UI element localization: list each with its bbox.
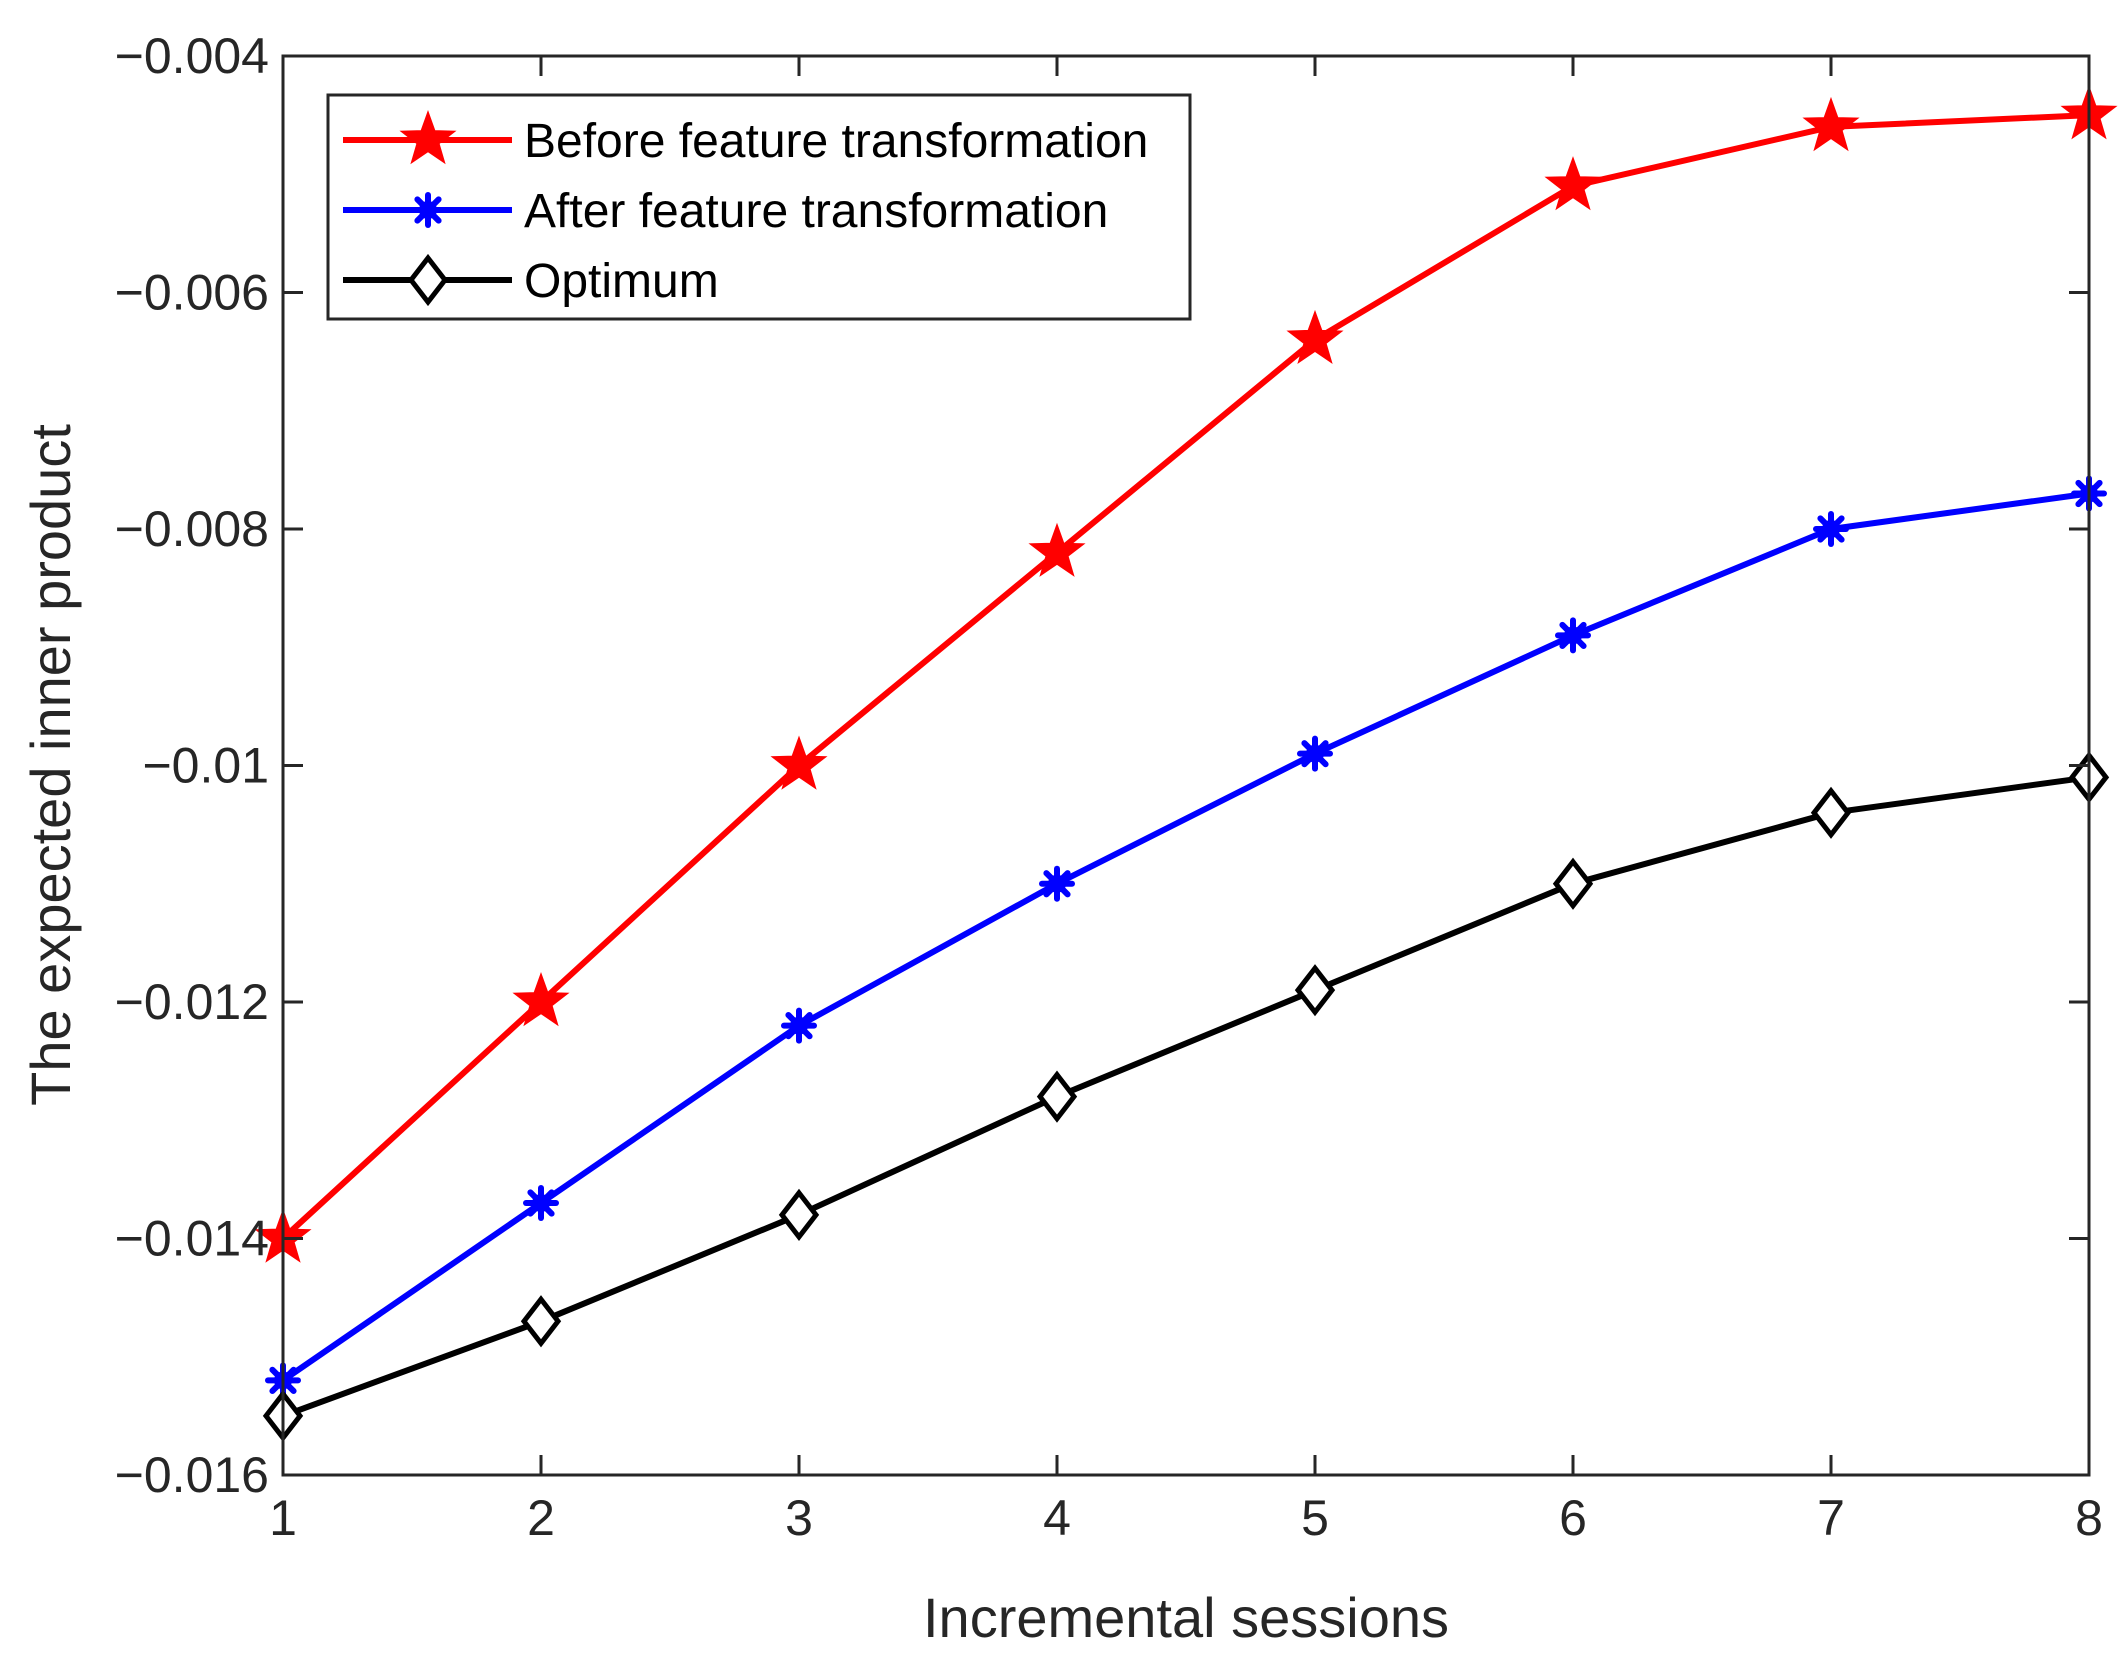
legend-label: Optimum — [524, 255, 719, 308]
data-point-after-feature-transformation-5 — [1297, 735, 1333, 772]
legend-label: Before feature transformation — [524, 115, 1148, 168]
series-line-before-feature-transformation — [280, 112, 2090, 1241]
series-optimum — [262, 751, 2110, 1442]
x-tick-label: 3 — [785, 1490, 813, 1546]
data-point-optimum-6 — [1552, 857, 1594, 910]
series-line-optimum — [281, 774, 2090, 1419]
data-point-after-feature-transformation-2 — [523, 1185, 559, 1222]
y-axis-title: The expected inner product — [19, 424, 82, 1106]
data-point-before-feature-transformation-2 — [512, 972, 570, 1027]
y-tick-label: −0.01 — [142, 738, 269, 794]
series-after-feature-transformation — [265, 475, 2107, 1399]
legend-marker — [399, 110, 457, 165]
x-tick-label: 7 — [1817, 1490, 1845, 1546]
data-point-optimum-5 — [1294, 964, 1336, 1017]
data-point-optimum-7 — [1810, 786, 1852, 839]
x-tick-label: 1 — [269, 1490, 297, 1546]
data-point-after-feature-transformation-7 — [1813, 511, 1849, 547]
series-line-after-feature-transformation — [281, 490, 2090, 1383]
x-tick-label: 2 — [527, 1490, 555, 1546]
x-tick-label: 4 — [1043, 1490, 1071, 1546]
legend-entry-before-feature-transformation: Before feature transformation — [343, 110, 1148, 168]
legend-entries: Before feature transformation After featu… — [343, 110, 1148, 308]
data-point-before-feature-transformation-4 — [1028, 522, 1086, 577]
data-point-before-feature-transformation-3 — [770, 735, 828, 790]
x-tick-label: 8 — [2075, 1490, 2103, 1546]
y-tick-label: −0.016 — [115, 1447, 269, 1503]
legend-marker — [410, 192, 446, 228]
x-tick-label: 6 — [1559, 1490, 1587, 1546]
legend-entry-optimum: Optimum — [343, 253, 719, 308]
legend-entry-after-feature-transformation: After feature transformation — [343, 185, 1108, 238]
x-tick-label: 5 — [1301, 1490, 1329, 1546]
y-tick-label: −0.008 — [115, 501, 269, 557]
data-point-before-feature-transformation-7 — [1802, 96, 1860, 152]
data-point-after-feature-transformation-3 — [781, 1007, 817, 1044]
x-axis-title: Incremental sessions — [923, 1586, 1449, 1649]
plot-frame — [281, 54, 2091, 1477]
y-tick-label: −0.014 — [115, 1211, 269, 1267]
data-point-optimum-2 — [520, 1295, 562, 1348]
data-point-optimum-3 — [778, 1188, 820, 1241]
legend-marker — [407, 253, 449, 307]
y-tick-label: −0.004 — [115, 28, 269, 84]
data-point-before-feature-transformation-5 — [1286, 309, 1344, 364]
data-point-optimum-4 — [1036, 1070, 1078, 1123]
data-point-after-feature-transformation-6 — [1555, 617, 1591, 654]
legend: Before feature transformation After featu… — [326, 93, 1192, 321]
legend-label: After feature transformation — [524, 185, 1108, 238]
data-point-after-feature-transformation-4 — [1039, 865, 1075, 902]
data-point-before-feature-transformation-6 — [1544, 156, 1602, 211]
y-tick-label: −0.012 — [115, 974, 269, 1030]
ticks-layer: 1 2 3 4 5 6 7 8 −0.016 −0.014 −0.012 −0.01 −0.008 −0.… — [115, 28, 2103, 1546]
y-tick-label: −0.006 — [115, 265, 269, 321]
